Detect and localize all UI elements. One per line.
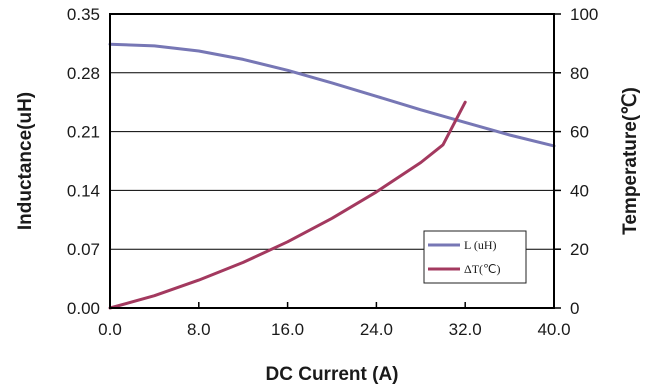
right-tick-label: 40 (570, 181, 589, 200)
left-tick-label: 0.07 (67, 240, 100, 259)
left-tick-label: 0.00 (67, 299, 100, 318)
plot-frame (109, 13, 555, 309)
tick-labels: 0.00 0 0.07 20 0.14 40 0.21 60 0.28 80 0.35 100 0.0 8… (67, 5, 598, 339)
x-tick-label: 0.0 (98, 320, 122, 339)
right-tick-label: 60 (570, 123, 589, 142)
right-tick-label: 0 (570, 299, 579, 318)
left-tick-label: 0.21 (67, 123, 100, 142)
legend-box (423, 230, 527, 284)
x-tick-label: 40.0 (537, 320, 570, 339)
series-lines (108, 42, 556, 310)
x-tick-label: 16.0 (271, 320, 304, 339)
legend: L (uH) ΔT(℃) (423, 230, 527, 284)
x-tick-label: 32.0 (449, 320, 482, 339)
series-line-temperature (108, 100, 467, 310)
x-tick-label: 8.0 (187, 320, 211, 339)
axis-ticks (109, 13, 561, 309)
left-tick-label: 0.28 (67, 64, 100, 83)
right-tick-label: 20 (570, 240, 589, 259)
legend-label-inductance: L (uH) (464, 238, 497, 252)
x-axis-title: DC Current (A) (266, 364, 399, 385)
legend-label-temperature: ΔT(℃) (464, 262, 501, 276)
left-tick-label: 0.35 (67, 5, 100, 24)
left-axis-title: Inductance(uH) (15, 92, 36, 230)
right-tick-label: 80 (570, 64, 589, 83)
grid-lines (110, 72, 554, 250)
left-tick-label: 0.14 (67, 181, 100, 200)
series-line-inductance (108, 42, 556, 148)
x-tick-label: 24.0 (360, 320, 393, 339)
right-axis-title: Temperature(℃) (620, 87, 641, 235)
right-tick-label: 100 (570, 5, 598, 24)
